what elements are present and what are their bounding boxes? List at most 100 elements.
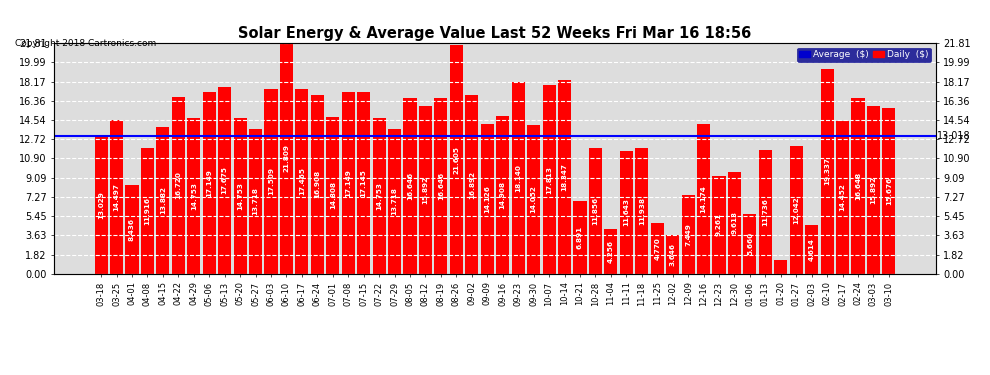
Bar [790, 146, 803, 274]
Bar [527, 125, 541, 274]
Text: 18.347: 18.347 [561, 163, 567, 190]
Bar [342, 92, 354, 274]
Bar [419, 106, 432, 274]
Bar [758, 150, 772, 274]
Text: 17.509: 17.509 [268, 167, 274, 195]
Text: 16.908: 16.908 [315, 170, 321, 198]
Bar [805, 225, 819, 274]
Bar [666, 235, 679, 274]
Bar [280, 43, 293, 274]
Text: 15.892: 15.892 [423, 176, 429, 204]
Text: 7.449: 7.449 [685, 223, 691, 246]
Text: 16.646: 16.646 [438, 172, 444, 200]
Text: 11.643: 11.643 [624, 198, 630, 226]
Bar [218, 87, 232, 274]
Bar [295, 89, 309, 274]
Text: 16.648: 16.648 [855, 172, 861, 200]
Text: 14.497: 14.497 [114, 183, 120, 211]
Bar [141, 148, 154, 274]
Bar [435, 98, 447, 274]
Title: Solar Energy & Average Value Last 52 Weeks Fri Mar 16 18:56: Solar Energy & Average Value Last 52 Wee… [239, 26, 751, 40]
Bar [681, 195, 695, 274]
Text: 17.149: 17.149 [206, 169, 212, 197]
Text: 14.753: 14.753 [191, 182, 197, 210]
Text: 11.856: 11.856 [592, 197, 598, 225]
Bar [156, 127, 169, 274]
Bar [836, 121, 849, 274]
Bar [882, 108, 896, 274]
Text: 17.149: 17.149 [346, 169, 351, 197]
Bar [697, 124, 710, 274]
Bar [573, 201, 586, 274]
Text: 12.042: 12.042 [793, 196, 799, 224]
Bar [404, 98, 417, 274]
Text: 14.452: 14.452 [840, 183, 845, 211]
Bar [357, 93, 370, 274]
Text: 8.436: 8.436 [129, 217, 135, 241]
Text: 14.126: 14.126 [484, 185, 490, 213]
Bar [110, 120, 123, 274]
Text: 19.337: 19.337 [824, 158, 831, 186]
Text: 17.145: 17.145 [360, 169, 366, 197]
Bar [512, 82, 525, 274]
Bar [449, 45, 463, 274]
Text: 16.720: 16.720 [175, 171, 181, 199]
Bar [311, 95, 324, 274]
Text: 21.605: 21.605 [453, 146, 459, 174]
Bar [604, 229, 618, 274]
Text: Copyright 2018 Cartronics.com: Copyright 2018 Cartronics.com [15, 39, 156, 48]
Bar [774, 260, 787, 274]
Text: 18.140: 18.140 [515, 164, 521, 192]
Text: 4.256: 4.256 [608, 240, 614, 263]
Bar [388, 129, 401, 274]
Text: 14.174: 14.174 [701, 185, 707, 213]
Text: 14.052: 14.052 [531, 186, 537, 213]
Text: 6.891: 6.891 [577, 226, 583, 249]
Bar [620, 151, 633, 274]
Text: 5.660: 5.660 [746, 232, 753, 255]
Bar [234, 118, 247, 274]
Bar [851, 98, 864, 274]
Bar [713, 176, 726, 274]
Text: 13.029: 13.029 [98, 191, 104, 219]
Bar [650, 223, 663, 274]
Bar [496, 116, 509, 274]
Bar [465, 95, 478, 274]
Bar [558, 80, 571, 274]
Bar [728, 172, 742, 274]
Bar [543, 86, 555, 274]
Legend: Average  ($), Daily  ($): Average ($), Daily ($) [797, 48, 931, 62]
Bar [94, 136, 108, 274]
Text: 13.018: 13.018 [938, 131, 971, 141]
Text: 4.614: 4.614 [809, 238, 815, 261]
Text: 11.736: 11.736 [762, 198, 768, 226]
Bar [171, 97, 185, 274]
Text: 14.808: 14.808 [330, 182, 336, 210]
Bar [743, 214, 756, 274]
Text: 14.908: 14.908 [500, 181, 506, 209]
Bar [589, 148, 602, 274]
Text: 14.753: 14.753 [237, 182, 244, 210]
Text: 17.813: 17.813 [546, 166, 552, 194]
Bar [327, 117, 340, 274]
Text: 21.809: 21.809 [283, 144, 289, 172]
Bar [481, 124, 494, 274]
Text: 9.613: 9.613 [732, 211, 738, 234]
Text: 4.770: 4.770 [654, 237, 660, 260]
Text: 17.675: 17.675 [222, 166, 228, 194]
Text: 11.938: 11.938 [639, 196, 644, 225]
Text: 16.646: 16.646 [407, 172, 413, 200]
Text: 16.892: 16.892 [469, 170, 475, 198]
Text: 9.261: 9.261 [716, 213, 722, 236]
Text: 13.882: 13.882 [159, 186, 166, 214]
Bar [372, 118, 386, 274]
Text: 3.646: 3.646 [669, 243, 675, 266]
Text: 13.718: 13.718 [252, 187, 258, 215]
Bar [636, 147, 648, 274]
Text: 14.753: 14.753 [376, 182, 382, 210]
Bar [187, 118, 200, 274]
Bar [821, 69, 834, 274]
Text: 15.892: 15.892 [870, 176, 876, 204]
Bar [867, 106, 880, 274]
Text: 13.718: 13.718 [392, 187, 398, 215]
